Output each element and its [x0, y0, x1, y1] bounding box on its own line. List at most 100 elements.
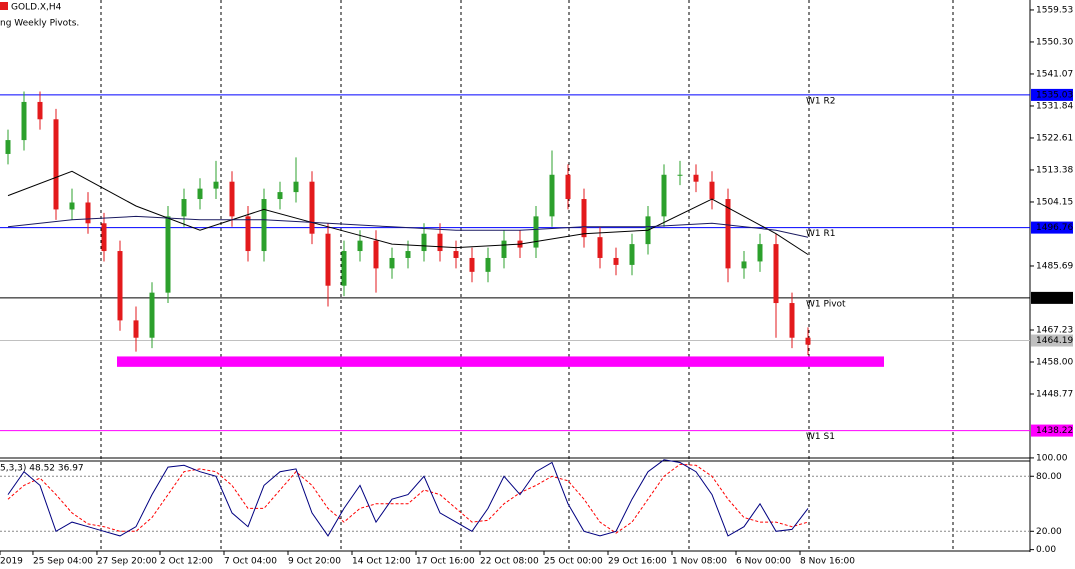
candle-body	[213, 181, 219, 189]
current-price-label: 1464.19	[1036, 336, 1073, 346]
pivot-tag	[1031, 424, 1073, 437]
x-tick-label: 27 Sep 20:00	[97, 557, 157, 567]
candle-body	[293, 181, 299, 193]
candle-body	[341, 251, 347, 286]
candle-body	[245, 216, 251, 252]
indicator-tick-label: 100.00	[1036, 453, 1068, 463]
pivot-value: 1496.76	[1036, 223, 1073, 233]
y-tick-label: 1448.77	[1036, 389, 1073, 399]
candle-body	[789, 303, 795, 338]
pivot-name: W1 R2	[806, 96, 835, 106]
candle-body	[309, 181, 315, 234]
support-zone	[117, 356, 884, 367]
x-tick-label: 17 Oct 16:00	[416, 557, 475, 567]
x-tick-label: 6 Nov 00:00	[736, 557, 791, 567]
symbol-icon	[0, 2, 8, 10]
pivot-name: W1 Pivot	[806, 299, 846, 309]
candle-body	[229, 181, 235, 217]
stochastic-signal	[7, 463, 809, 534]
candle-body	[69, 202, 75, 210]
x-tick-label: 8 Nov 16:00	[800, 557, 855, 567]
y-tick-label: 1541.07	[1036, 69, 1073, 79]
y-tick-label: 1485.69	[1036, 261, 1073, 271]
x-tick-label: 22 Oct 08:00	[480, 557, 539, 567]
pivot-value: 1535.03	[1036, 90, 1073, 100]
pivot-name: W1 S1	[806, 432, 835, 442]
x-tick-label: 1 Nov 08:00	[672, 557, 727, 567]
indicator-tick-label: 20.00	[1036, 527, 1062, 537]
candle-body	[5, 140, 11, 154]
pivot-name: W1 R1	[806, 229, 835, 239]
y-tick-label: 1513.38	[1036, 165, 1073, 175]
candle-body	[261, 199, 267, 252]
x-tick-label: 2 Oct 12:00	[160, 557, 213, 567]
candle-body	[725, 199, 731, 269]
candle-body	[581, 199, 587, 238]
candle-body	[37, 101, 43, 120]
current-price-tag	[1031, 334, 1073, 347]
stochastic-main	[7, 459, 809, 537]
y-tick-label: 1550.30	[1036, 37, 1073, 47]
candle-body	[501, 240, 507, 258]
candle-body	[181, 199, 187, 217]
candle-body	[453, 251, 459, 258]
y-tick-label: 1458.00	[1036, 357, 1073, 367]
candle-body	[773, 244, 779, 304]
chart-title: GOLD.X,H4	[11, 3, 62, 13]
x-tick-label: 25 Oct 00:00	[544, 557, 603, 567]
candle-body	[325, 233, 331, 286]
y-tick-label: 1559.53	[1036, 5, 1073, 15]
candle-body	[357, 240, 363, 252]
candle-body	[613, 257, 619, 265]
candle-body	[629, 244, 635, 265]
x-tick-label: 14 Oct 12:00	[352, 557, 411, 567]
candle-body	[405, 251, 411, 258]
candle-body	[469, 257, 475, 272]
pivot-value: 1438.22	[1036, 426, 1073, 436]
candle-body	[85, 202, 91, 224]
indicator-label: 5,3,3) 48.52 36.97	[0, 464, 84, 474]
x-tick-label: 25 Sep 04:00	[33, 557, 93, 567]
chart-subtitle: ng Weekly Pivots.	[0, 19, 79, 29]
candle-body	[421, 233, 427, 252]
candle-body	[149, 292, 155, 338]
candle-body	[677, 174, 683, 176]
indicator-tick-label: 0.00	[1036, 545, 1056, 555]
y-tick-label: 1531.84	[1036, 101, 1073, 111]
y-tick-label: 1504.15	[1036, 197, 1073, 207]
x-tick-label: 29 Oct 16:00	[608, 557, 667, 567]
pivot-value: 1476.49	[1036, 293, 1073, 303]
indicator-tick-label: 80.00	[1036, 472, 1062, 482]
pivot-tag	[1031, 221, 1073, 234]
moving-average	[7, 215, 809, 238]
candle-body	[117, 251, 123, 321]
candle-body	[197, 188, 203, 200]
y-tick-label: 1467.23	[1036, 325, 1073, 335]
candle-body	[21, 101, 27, 141]
pivot-tag	[1031, 88, 1073, 101]
candle-body	[277, 192, 283, 200]
x-tick-label: 2019	[0, 557, 23, 567]
candle-body	[597, 237, 603, 258]
candle-body	[741, 261, 747, 269]
candle-body	[709, 181, 715, 200]
candle-body	[549, 174, 555, 217]
candle-body	[389, 257, 395, 269]
candle-body	[693, 174, 699, 182]
candle-body	[565, 174, 571, 200]
candle-body	[805, 337, 811, 345]
candle-body	[165, 216, 171, 293]
x-tick-label: 9 Oct 20:00	[288, 557, 341, 567]
candle-body	[437, 233, 443, 252]
candle-body	[101, 223, 107, 252]
y-tick-label: 1522.61	[1036, 133, 1073, 143]
candle-body	[661, 174, 667, 217]
moving-average	[7, 170, 809, 255]
candle-body	[533, 216, 539, 248]
candle-body	[373, 240, 379, 269]
candle-body	[53, 119, 59, 210]
candle-body	[485, 257, 491, 272]
pivot-tag	[1031, 291, 1073, 304]
